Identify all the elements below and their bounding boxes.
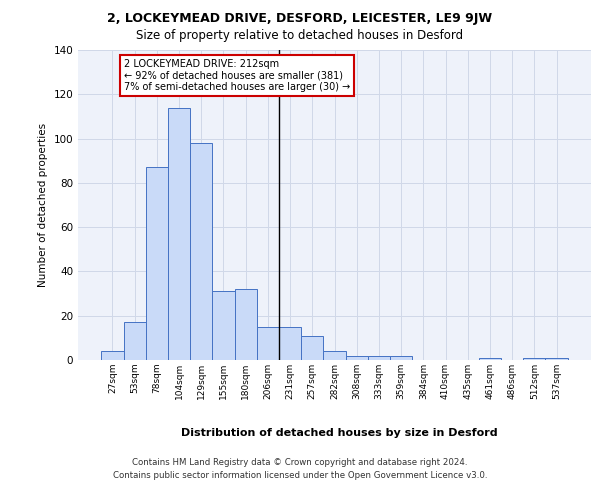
Bar bbox=[168, 108, 190, 360]
Bar bbox=[124, 322, 146, 360]
Bar bbox=[545, 358, 568, 360]
Bar bbox=[323, 351, 346, 360]
Bar bbox=[390, 356, 412, 360]
Bar bbox=[212, 292, 235, 360]
Text: Contains HM Land Registry data © Crown copyright and database right 2024.: Contains HM Land Registry data © Crown c… bbox=[132, 458, 468, 467]
Text: 2 LOCKEYMEAD DRIVE: 212sqm
← 92% of detached houses are smaller (381)
7% of semi: 2 LOCKEYMEAD DRIVE: 212sqm ← 92% of deta… bbox=[124, 59, 350, 92]
Bar bbox=[368, 356, 390, 360]
Y-axis label: Number of detached properties: Number of detached properties bbox=[38, 123, 48, 287]
Bar bbox=[190, 143, 212, 360]
Bar bbox=[257, 327, 279, 360]
Bar bbox=[346, 356, 368, 360]
Bar bbox=[279, 327, 301, 360]
Bar bbox=[235, 289, 257, 360]
Text: 2, LOCKEYMEAD DRIVE, DESFORD, LEICESTER, LE9 9JW: 2, LOCKEYMEAD DRIVE, DESFORD, LEICESTER,… bbox=[107, 12, 493, 25]
Bar bbox=[523, 358, 545, 360]
Bar bbox=[146, 168, 168, 360]
Bar bbox=[479, 358, 501, 360]
Bar bbox=[101, 351, 124, 360]
Text: Size of property relative to detached houses in Desford: Size of property relative to detached ho… bbox=[136, 29, 464, 42]
Text: Contains public sector information licensed under the Open Government Licence v3: Contains public sector information licen… bbox=[113, 472, 487, 480]
Bar bbox=[301, 336, 323, 360]
Text: Distribution of detached houses by size in Desford: Distribution of detached houses by size … bbox=[181, 428, 497, 438]
